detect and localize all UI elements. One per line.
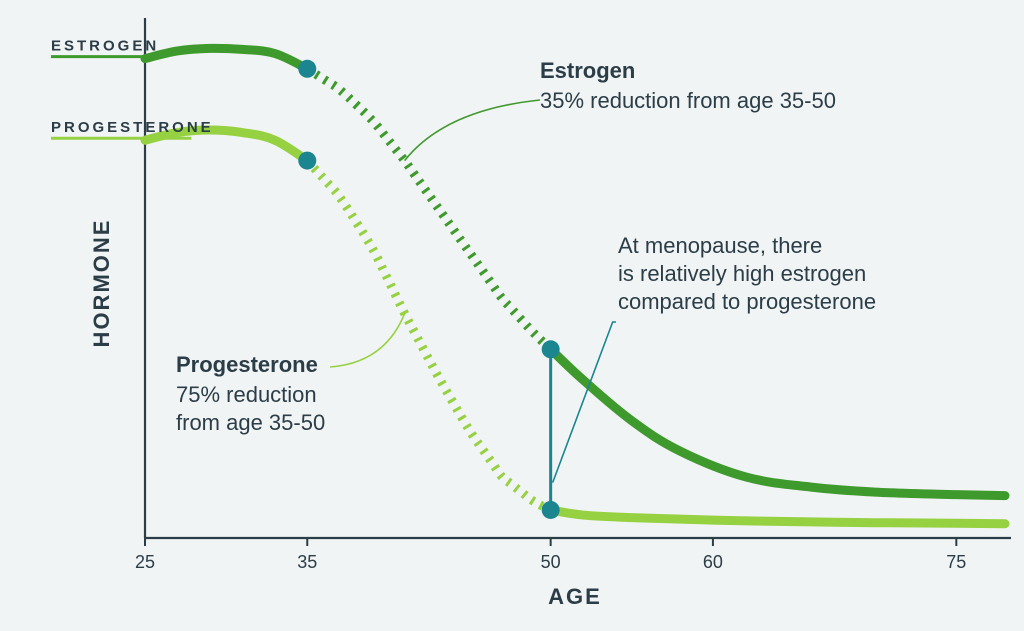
progesterone-annotation-text2: from age 35-50 [176, 410, 325, 435]
x-tick-label: 60 [703, 552, 723, 572]
menopause-annotation-line2: is relatively high estrogen [618, 261, 866, 286]
marker-dot [542, 340, 560, 358]
x-tick-label: 25 [135, 552, 155, 572]
x-tick-label: 35 [297, 552, 317, 572]
progesterone-annotation-title: Progesterone [176, 352, 318, 377]
x-tick-label: 75 [946, 552, 966, 572]
hormone-chart: 25 35 50 60 75 AGE HORMONE ESTROGEN PROGESTERONE… [0, 0, 1024, 631]
marker-dot [298, 152, 316, 170]
menopause-annotation-line3: compared to progesterone [618, 289, 876, 314]
x-axis-title: AGE [548, 584, 602, 609]
estrogen-series-label: ESTROGEN [51, 38, 159, 55]
marker-dot [542, 501, 560, 519]
chart-container: 25 35 50 60 75 AGE HORMONE ESTROGEN PROGESTERONE… [0, 0, 1024, 631]
estrogen-annotation-text: 35% reduction from age 35-50 [540, 88, 836, 113]
marker-dot [298, 60, 316, 78]
estrogen-annotation-title: Estrogen [540, 58, 635, 83]
y-axis-title: HORMONE [89, 219, 114, 348]
chart-background [0, 0, 1024, 631]
progesterone-series-label: PROGESTERONE [51, 119, 214, 136]
x-tick-label: 50 [541, 552, 561, 572]
progesterone-annotation-text1: 75% reduction [176, 382, 317, 407]
menopause-annotation-line1: At menopause, there [618, 233, 822, 258]
